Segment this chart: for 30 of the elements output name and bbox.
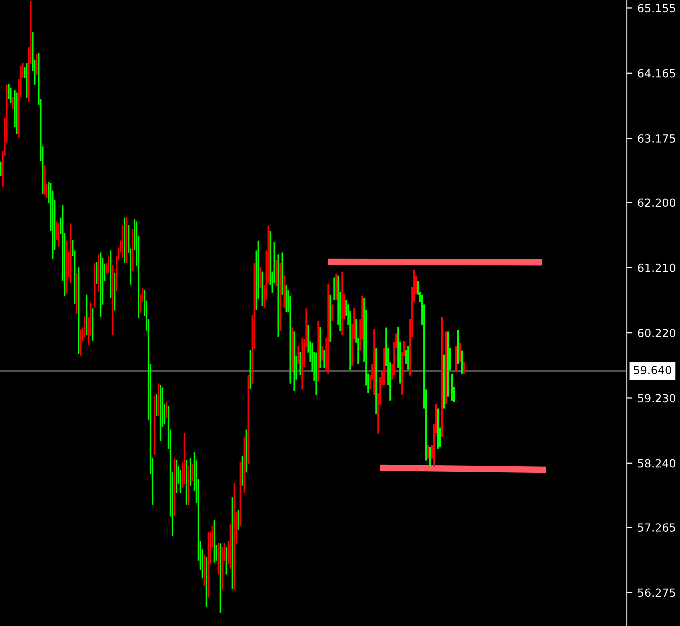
y-tick-label: 58.240	[638, 459, 676, 468]
y-tick-label: 59.230	[638, 394, 676, 403]
candlestick	[260, 266, 262, 289]
candlestick	[0, 162, 2, 177]
y-tick-label: 62.200	[638, 198, 676, 208]
y-tick-label: 64.165	[638, 69, 676, 78]
ref-line-label: 59.640	[634, 366, 672, 374]
y-tick-label: 61.210	[638, 264, 676, 272]
candlestick	[180, 470, 182, 494]
y-tick-label: 65.155	[638, 4, 676, 13]
candlestick	[298, 346, 300, 364]
candlestick	[58, 222, 60, 248]
y-tick-label: 60.220	[638, 329, 676, 338]
candlestick	[408, 346, 410, 370]
candlestick	[166, 402, 168, 418]
candlestick	[322, 346, 324, 362]
candlestick	[8, 84, 10, 100]
candlestick	[324, 350, 326, 368]
candlestick	[463, 362, 466, 374]
y-tick-label: 57.265	[638, 524, 676, 532]
candlestick	[238, 510, 240, 530]
y-tick-label: 63.175	[638, 134, 676, 143]
candlestick	[300, 352, 302, 376]
candlestick	[108, 256, 110, 274]
candlestick	[10, 88, 12, 104]
candlestick	[192, 464, 194, 482]
candlestick	[461, 350, 464, 374]
candlestick	[96, 262, 98, 285]
candlestick	[428, 444, 430, 460]
y-tick-label: 56.275	[638, 588, 676, 598]
